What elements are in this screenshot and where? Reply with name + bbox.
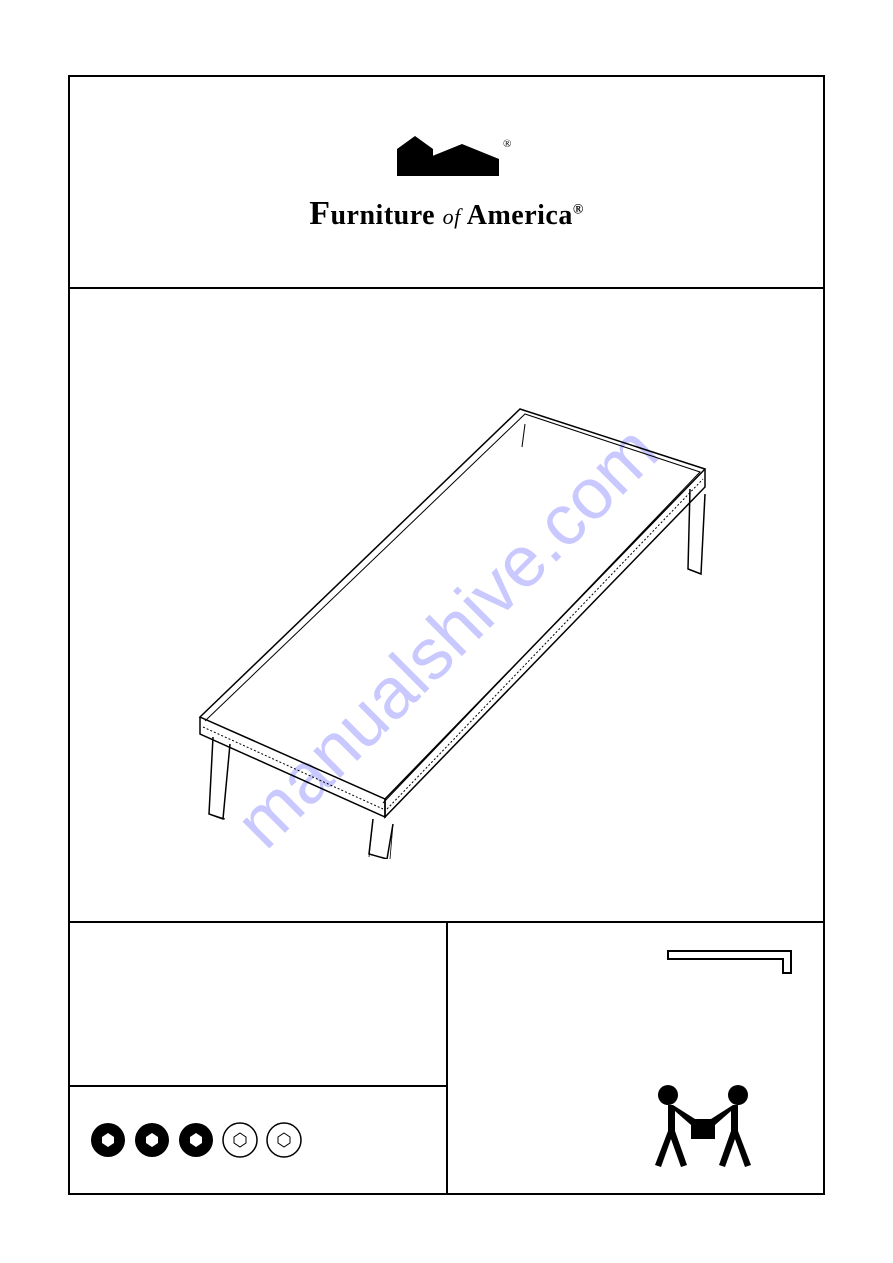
header-section: ® Furniture of America® xyxy=(70,77,823,289)
difficulty-dot-filled-icon xyxy=(132,1120,172,1160)
difficulty-dot-filled-icon xyxy=(88,1120,128,1160)
info-section xyxy=(70,923,823,1193)
difficulty-dot-empty-icon xyxy=(264,1120,304,1160)
brand-america: America xyxy=(467,200,573,231)
svg-text:®: ® xyxy=(503,138,511,150)
info-left-column xyxy=(70,923,448,1193)
bench-illustration xyxy=(125,349,765,859)
hex-key-icon xyxy=(663,943,803,983)
difficulty-dot-empty-icon xyxy=(220,1120,260,1160)
brand-name: Furniture of America® xyxy=(309,195,584,233)
product-illustration-section: manualshive.com xyxy=(70,289,823,923)
difficulty-dot-filled-icon xyxy=(176,1120,216,1160)
two-person-lift-icon xyxy=(633,1083,773,1173)
difficulty-rating xyxy=(70,1087,446,1193)
info-placeholder xyxy=(70,923,446,1087)
info-right-column xyxy=(448,923,823,1193)
brand-f: F xyxy=(309,195,330,232)
brand-furniture: urniture xyxy=(330,200,442,231)
brand-of: of xyxy=(443,204,467,229)
brand-logo: ® Furniture of America® xyxy=(309,131,584,233)
page-frame: ® Furniture of America® manualshive.com xyxy=(68,75,825,1195)
house-logo-icon: ® xyxy=(367,131,527,191)
brand-registered: ® xyxy=(573,203,584,218)
